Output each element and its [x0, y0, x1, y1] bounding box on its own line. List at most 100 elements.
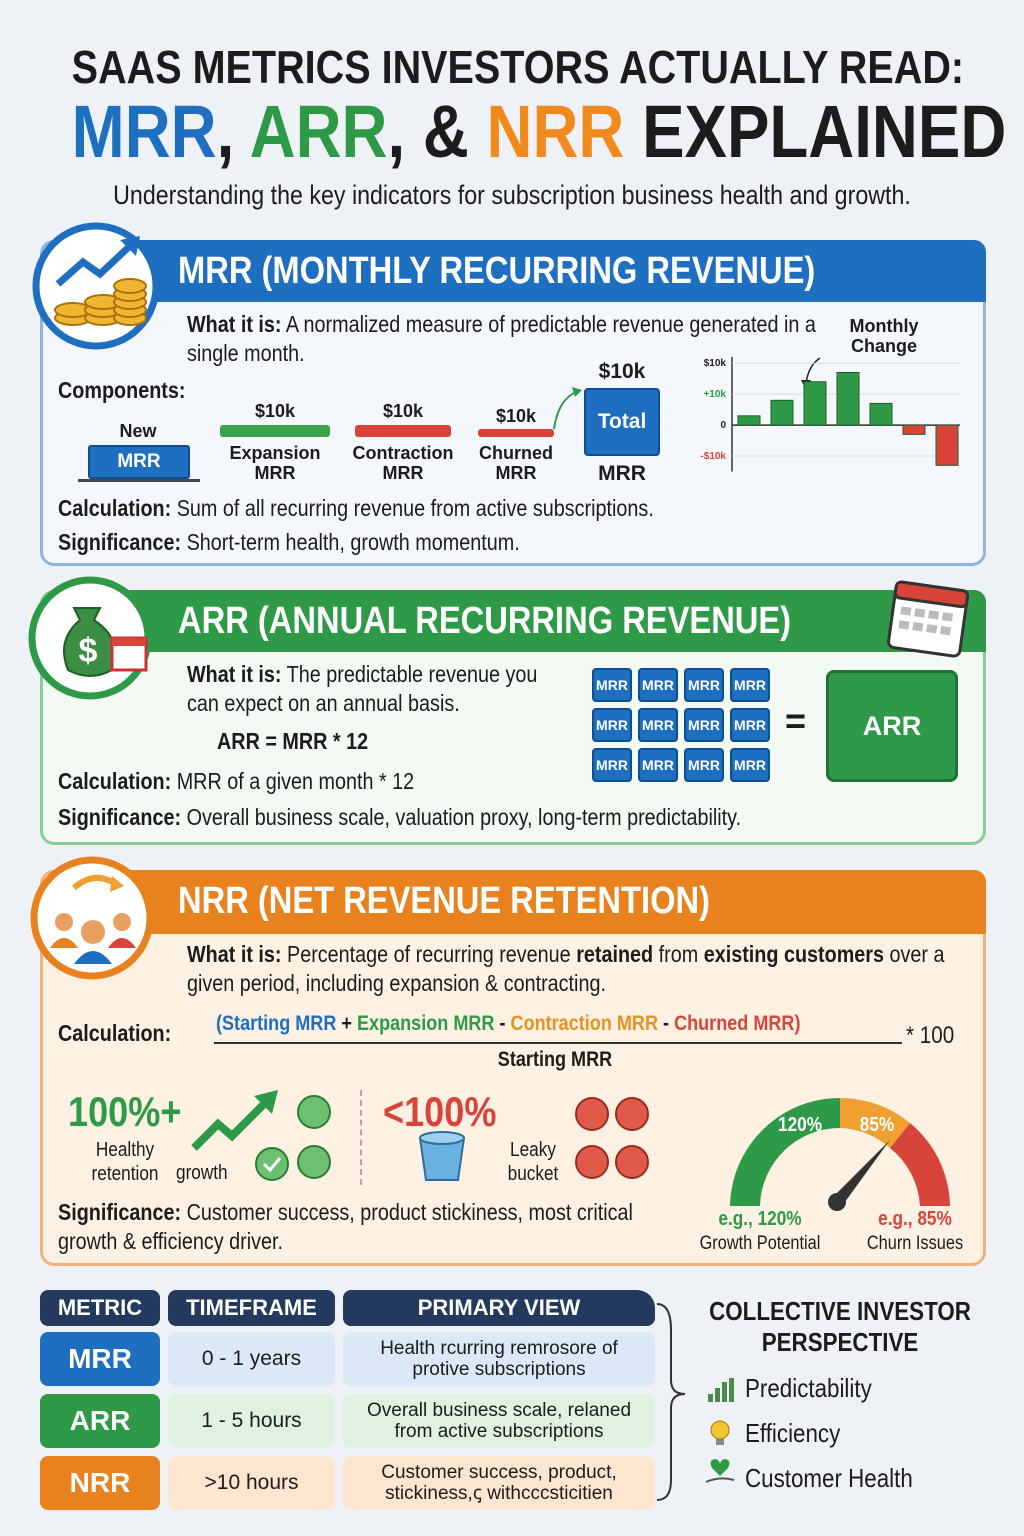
expansion-bar: [220, 425, 330, 437]
text: Overall business scale, valuation proxy,…: [186, 804, 742, 830]
calendar-icon: [887, 580, 970, 658]
arr-sig: Significance: Overall business scale, va…: [58, 804, 741, 831]
t: from: [653, 941, 704, 967]
gauge-low-example: e.g., 85%: [878, 1208, 952, 1230]
title-mrr: MRR: [71, 90, 217, 173]
gauge-low: 85%: [859, 1114, 895, 1136]
th: METRIC: [40, 1290, 160, 1326]
label: What it is:: [187, 661, 282, 687]
metric-cell: ARR: [40, 1394, 160, 1448]
view-cell: Overall business scale, relaned from act…: [343, 1394, 655, 1448]
t: over a given period, including expansion…: [187, 941, 945, 996]
comp-bottom: Churned MRR: [479, 443, 553, 483]
bar: [869, 402, 893, 426]
text: The predictable revenue you can expect o…: [187, 661, 538, 716]
mrr-cell: MRR: [638, 708, 678, 742]
title-end: EXPLAINED: [624, 90, 1007, 173]
n: Churned MRR): [674, 1012, 801, 1035]
mrr-cell: MRR: [730, 708, 770, 742]
gauge-high-example: e.g., 120%: [718, 1208, 802, 1230]
t: retained: [576, 941, 654, 967]
y-tick-label: 0: [720, 420, 726, 431]
timeframe-cell: 0 - 1 years: [168, 1332, 335, 1386]
mrr-cell: MRR: [592, 708, 632, 742]
n: (Starting MRR: [216, 1012, 337, 1035]
mrr-icon: [32, 222, 160, 350]
y-tick-label: $10k: [704, 358, 727, 369]
view-cell: Customer success, product, stickiness,ꞔ …: [343, 1456, 655, 1510]
mrr-cell: MRR: [592, 748, 632, 782]
label: Significance:: [58, 804, 182, 830]
svg-text:$: $: [79, 632, 98, 670]
gauge-low-caption: Churn Issues: [866, 1233, 964, 1254]
label: Significance:: [58, 1199, 182, 1225]
mrr-title: MRR (MONTHLY RECURRING REVENUE): [178, 250, 816, 292]
t: Percentage of recurring revenue: [287, 941, 577, 967]
leaky-icons: [418, 1097, 649, 1181]
view-cell: Health rcurring remrosore of protive sub…: [343, 1332, 655, 1386]
n: Expansion MRR: [356, 1012, 495, 1035]
arr-calc: Calculation: MRR of a given month * 12: [58, 768, 414, 795]
y-tick-label: +10k: [703, 389, 726, 400]
title-arr: ARR: [249, 90, 388, 173]
gauge-high: 120%: [778, 1114, 822, 1136]
n: +: [336, 1012, 357, 1035]
mrr-calc: Calculation: Sum of all recurring revenu…: [58, 495, 654, 522]
comp-top: $10k: [598, 360, 646, 383]
mrr-cell: MRR: [684, 748, 724, 782]
title-line2: MRR, ARR, & NRR EXPLAINED: [71, 90, 1007, 173]
t: existing customers: [703, 941, 884, 967]
title-nrr: NRR: [486, 90, 625, 173]
mrr-header: MRR (MONTHLY RECURRING REVENUE): [120, 240, 986, 302]
healthy-icons: [191, 1090, 331, 1181]
arr-result: ARR: [826, 670, 958, 782]
chart-label: Monthly Change: [849, 316, 919, 356]
metric-cell: MRR: [40, 1332, 160, 1386]
healthy-growth: growth: [176, 1162, 228, 1184]
n: Contraction MRR: [510, 1012, 659, 1035]
mrr-grid: MRR MRR MRR MRR MRR MRR MRR MRR MRR MRR MRR MRR: [592, 668, 774, 784]
gauge-high-caption: Growth Potential: [699, 1233, 821, 1254]
title-sep: , &: [387, 90, 487, 173]
perspective-item: Predictability: [745, 1373, 872, 1403]
mrr-sig: Significance: Short-term health, growth …: [58, 529, 520, 556]
n: -: [494, 1012, 511, 1035]
mrr-cell: MRR: [638, 748, 678, 782]
comp-top: New: [119, 421, 157, 441]
equals: =: [785, 700, 807, 741]
denominator: Starting MRR: [497, 1048, 613, 1071]
subtitle: Understanding the key indicators for sub…: [113, 180, 911, 210]
arr-header: ARR (ANNUAL RECURRING REVENUE): [120, 590, 986, 652]
bracket: [656, 1303, 686, 1501]
bar: [770, 399, 794, 426]
timeframe-cell: 1 - 5 hours: [168, 1394, 335, 1448]
gauge: [730, 1098, 950, 1211]
label: Significance:: [58, 529, 182, 555]
mrr-cell: MRR: [730, 668, 770, 702]
nrr-sig: Significance: Customer success, product …: [58, 1198, 660, 1256]
contraction-bar: [355, 425, 451, 437]
th: TIMEFRAME: [168, 1290, 335, 1326]
bar: [803, 381, 827, 426]
mrr-what: What it is: A normalized measure of pred…: [187, 310, 823, 368]
perspective-icons: [705, 1378, 735, 1483]
label: Calculation:: [58, 495, 172, 521]
mrr-cell: MRR: [684, 668, 724, 702]
nrr-icon: [30, 856, 154, 980]
perspective-item: Customer Health: [745, 1463, 913, 1493]
healthy-value: 100%+: [68, 1088, 182, 1135]
label: Calculation:: [58, 768, 172, 794]
nrr-title: NRR (NET REVENUE RETENTION): [178, 880, 710, 922]
components-label: Components:: [58, 377, 186, 403]
comp-bottom: Expansion MRR: [229, 443, 321, 483]
arr-icon: $: [28, 576, 152, 700]
mrr-cell: MRR: [730, 748, 770, 782]
bar: [902, 424, 926, 435]
text: Short-term health, growth momentum.: [186, 529, 520, 555]
mrr-cell: MRR: [684, 708, 724, 742]
arr-what: What it is: The predictable revenue you …: [187, 660, 557, 718]
bar: [836, 371, 860, 426]
th: PRIMARY VIEW: [343, 1290, 655, 1326]
baseline: [78, 479, 200, 482]
